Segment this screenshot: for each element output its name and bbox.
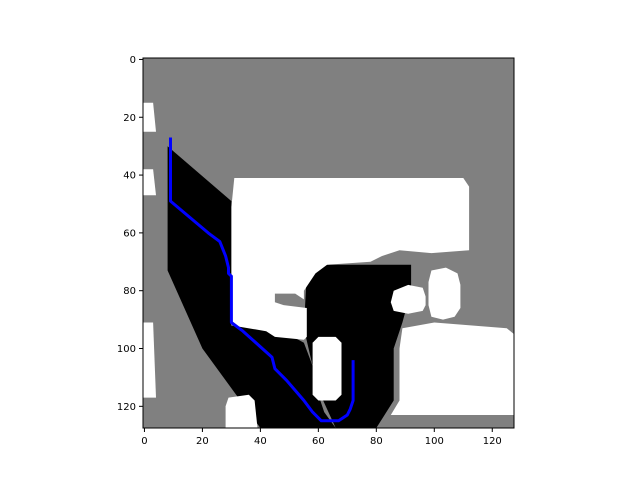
y-tick-label: 20 xyxy=(123,113,136,124)
x-axis: 0 20 40 60 80 100 120 xyxy=(141,428,502,447)
map-region-free-4 xyxy=(390,322,514,415)
plot-frame xyxy=(142,57,515,429)
x-tick-label: 100 xyxy=(425,436,444,447)
path-series xyxy=(169,137,355,423)
x-tick-label: 0 xyxy=(141,436,147,447)
y-tick-label: 40 xyxy=(123,171,136,182)
x-tick-label: 40 xyxy=(254,436,267,447)
y-tick-label: 100 xyxy=(117,344,136,355)
map-region-free-6 xyxy=(390,284,426,314)
x-tick-label: 80 xyxy=(370,436,383,447)
map-region-free-10 xyxy=(143,322,156,398)
x-tick-label: 60 xyxy=(312,436,325,447)
y-tick-label: 80 xyxy=(123,286,136,297)
map-region-free-8 xyxy=(143,102,156,132)
y-tick-label: 120 xyxy=(117,402,136,413)
map-region-free-5 xyxy=(312,336,342,401)
path-line-0 xyxy=(169,137,355,423)
x-tick-label: 20 xyxy=(196,436,209,447)
y-axis: 0 20 40 60 80 100 120 xyxy=(117,55,143,413)
map-region-free-7 xyxy=(428,267,461,320)
y-tick-label: 0 xyxy=(130,55,136,66)
x-tick-label: 120 xyxy=(483,436,502,447)
map-region-free-9 xyxy=(143,169,156,196)
map-region-free-3 xyxy=(231,178,470,340)
y-tick-label: 60 xyxy=(123,228,136,239)
map-region-explored-1 xyxy=(167,146,336,428)
map-region-free-11 xyxy=(225,394,258,428)
occupancy-grid-map xyxy=(143,58,514,428)
